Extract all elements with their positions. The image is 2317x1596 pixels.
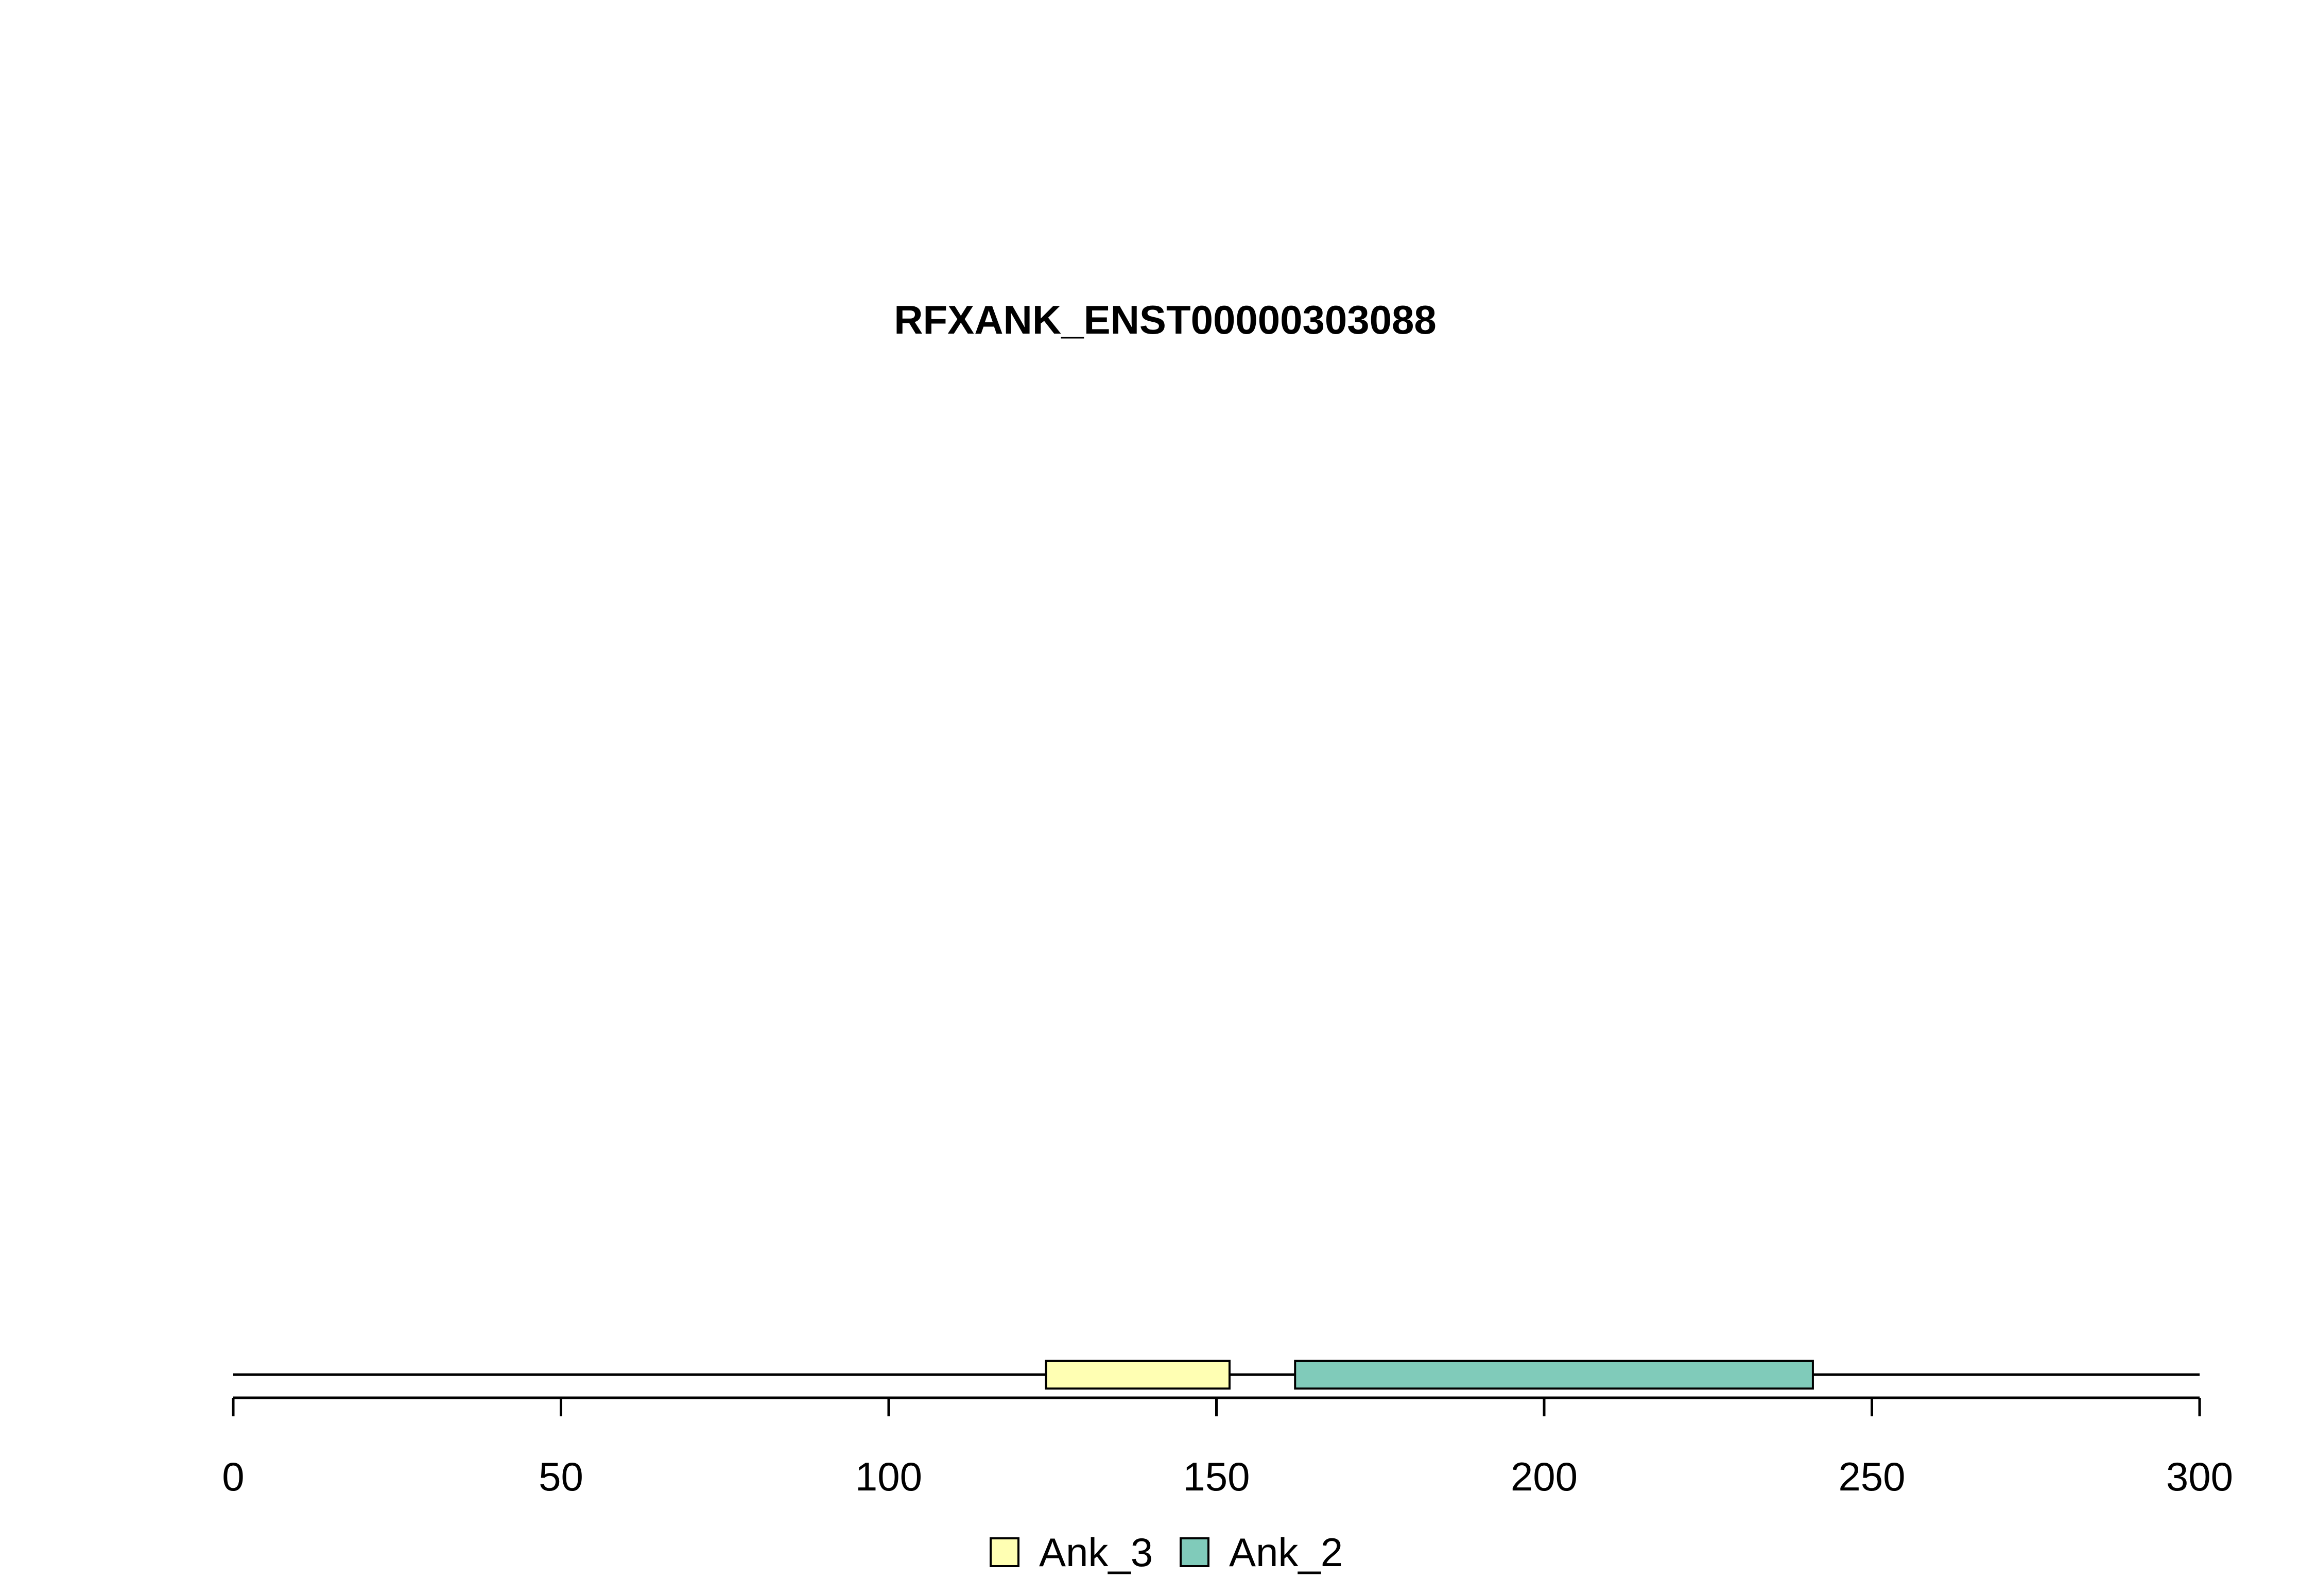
- x-axis: 0 50 100 150 200 250 300: [222, 1396, 2233, 1499]
- x-tick-label: 100: [855, 1454, 922, 1499]
- legend-label: Ank_3: [1039, 1530, 1153, 1575]
- legend-label: Ank_2: [1229, 1530, 1343, 1575]
- protein-track: [233, 1360, 2200, 1390]
- legend-swatch-ank-2: [1180, 1537, 1209, 1567]
- x-tick-label: 50: [539, 1454, 583, 1499]
- legend: Ank_3 Ank_2: [990, 1530, 1343, 1575]
- x-tick-label: 250: [1838, 1454, 1905, 1499]
- x-tick-label: 150: [1183, 1454, 1250, 1499]
- domain-box-ank-3: [1045, 1360, 1231, 1390]
- x-tick-label: 300: [2166, 1454, 2233, 1499]
- legend-swatch-ank-3: [990, 1537, 1019, 1567]
- x-tick-label: 200: [1511, 1454, 1578, 1499]
- domain-box-ank-2: [1294, 1360, 1814, 1390]
- chart-title: RFXANK_ENST00000303088: [894, 297, 1437, 342]
- x-tick-label: 0: [222, 1454, 244, 1499]
